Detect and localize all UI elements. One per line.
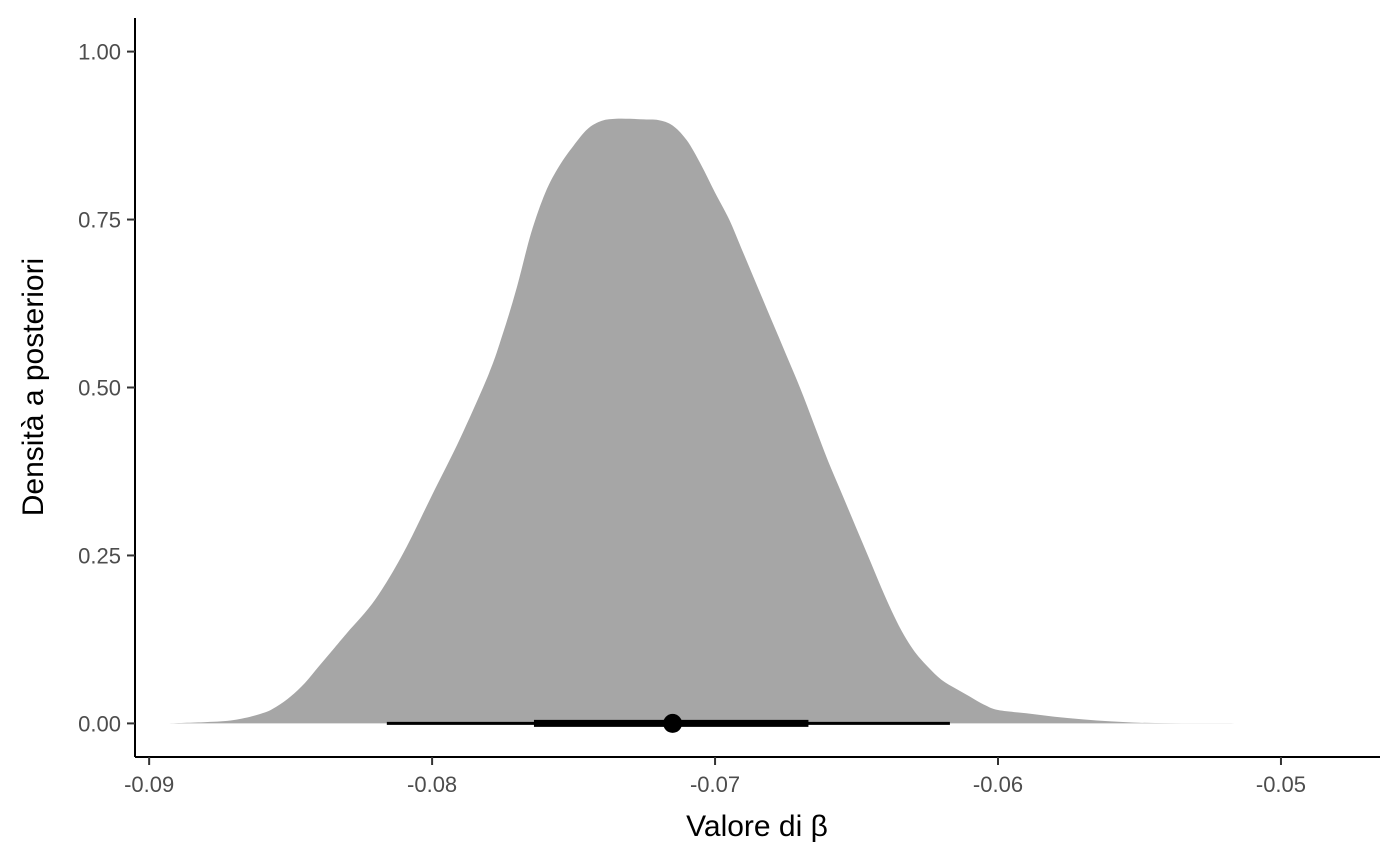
x-axis: -0.09 -0.08 -0.07 -0.06 -0.05 xyxy=(124,756,1380,797)
y-tick-label: 0.00 xyxy=(78,711,121,736)
plot-area xyxy=(166,118,1298,733)
y-tick-label: 0.75 xyxy=(78,208,121,233)
y-tick-label: 0.25 xyxy=(78,543,121,568)
x-tick-label: -0.05 xyxy=(1256,772,1306,797)
x-tick-label: -0.09 xyxy=(124,772,174,797)
y-axis-title: Densità a posteriori xyxy=(17,258,50,516)
x-axis-title: Valore di β xyxy=(686,810,828,843)
y-axis: 0.00 0.25 0.50 0.75 1.00 xyxy=(78,18,136,757)
x-tick-label: -0.06 xyxy=(973,772,1023,797)
density-area xyxy=(166,118,1298,724)
x-tick-label: -0.07 xyxy=(690,772,740,797)
point-estimate xyxy=(663,713,683,733)
x-tick-label: -0.08 xyxy=(407,772,457,797)
y-tick-label: 1.00 xyxy=(78,40,121,65)
y-tick-label: 0.50 xyxy=(78,376,121,401)
